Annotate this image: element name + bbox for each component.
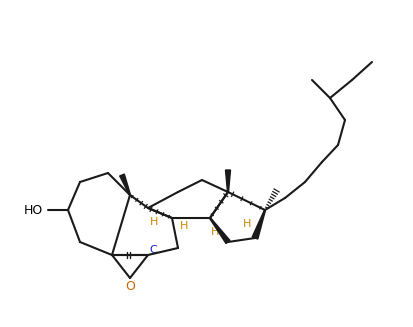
Polygon shape xyxy=(119,174,130,195)
Text: HO: HO xyxy=(23,203,43,216)
Text: C: C xyxy=(149,245,157,255)
Polygon shape xyxy=(225,170,230,192)
Polygon shape xyxy=(252,210,265,239)
Text: H: H xyxy=(242,219,251,229)
Text: O: O xyxy=(125,280,135,292)
Polygon shape xyxy=(209,218,230,244)
Text: H: H xyxy=(179,221,188,231)
Text: H: H xyxy=(210,227,218,237)
Text: H: H xyxy=(150,217,158,227)
